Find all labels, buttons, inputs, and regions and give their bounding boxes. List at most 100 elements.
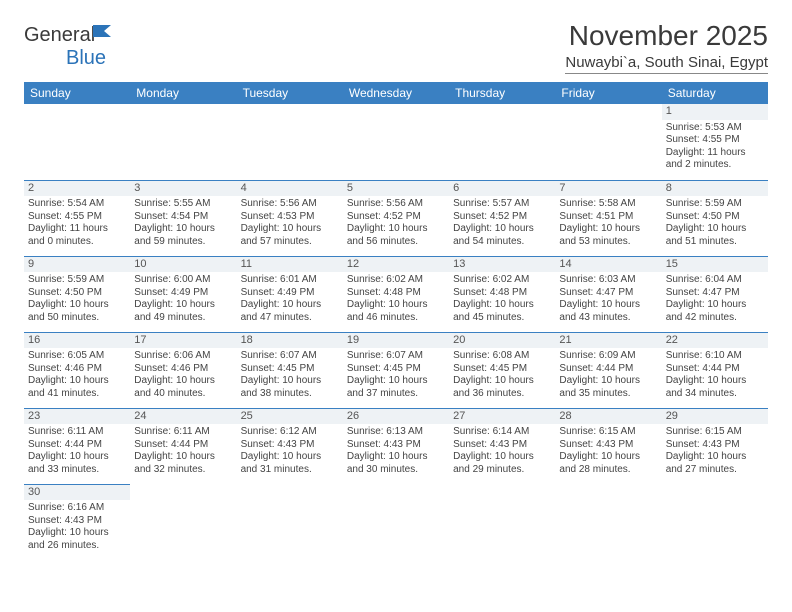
calendar-day-cell: 23Sunrise: 6:11 AMSunset: 4:44 PMDayligh…: [24, 408, 130, 484]
day-info-line: Daylight: 10 hours: [559, 451, 657, 464]
day-info-line: Sunrise: 6:15 AM: [666, 426, 764, 439]
day-number: 7: [555, 181, 661, 197]
day-info-line: Daylight: 10 hours: [347, 299, 445, 312]
day-number: 6: [449, 181, 555, 197]
day-info-line: Sunrise: 5:59 AM: [666, 198, 764, 211]
day-number: 12: [343, 257, 449, 273]
calendar-day-cell: 27Sunrise: 6:14 AMSunset: 4:43 PMDayligh…: [449, 408, 555, 484]
day-info-line: Sunset: 4:43 PM: [666, 439, 764, 452]
day-info-line: Daylight: 10 hours: [453, 299, 551, 312]
title-block: November 2025 Nuwaybi`a, South Sinai, Eg…: [565, 20, 768, 74]
calendar-day-cell: [449, 104, 555, 180]
day-info-line: and 2 minutes.: [666, 159, 764, 172]
day-number: 10: [130, 257, 236, 273]
day-info-line: Daylight: 10 hours: [347, 451, 445, 464]
weekday-header: Monday: [130, 82, 236, 104]
day-info-line: and 32 minutes.: [134, 464, 232, 477]
day-info-line: Sunset: 4:54 PM: [134, 211, 232, 224]
day-number: 8: [662, 181, 768, 197]
weekday-header: Sunday: [24, 82, 130, 104]
day-info-line: Sunrise: 5:55 AM: [134, 198, 232, 211]
day-info-line: Daylight: 10 hours: [559, 375, 657, 388]
day-number: 25: [237, 409, 343, 425]
day-number: 26: [343, 409, 449, 425]
calendar-week-row: 23Sunrise: 6:11 AMSunset: 4:44 PMDayligh…: [24, 408, 768, 484]
day-info-line: and 57 minutes.: [241, 236, 339, 249]
day-info-line: Sunrise: 5:54 AM: [28, 198, 126, 211]
day-info-line: and 30 minutes.: [347, 464, 445, 477]
day-info-line: Sunrise: 6:07 AM: [241, 350, 339, 363]
day-info-line: Sunset: 4:43 PM: [241, 439, 339, 452]
day-info-line: and 33 minutes.: [28, 464, 126, 477]
calendar-day-cell: 18Sunrise: 6:07 AMSunset: 4:45 PMDayligh…: [237, 332, 343, 408]
day-number: 22: [662, 333, 768, 349]
calendar-day-cell: 3Sunrise: 5:55 AMSunset: 4:54 PMDaylight…: [130, 180, 236, 256]
day-info-line: Daylight: 10 hours: [241, 299, 339, 312]
calendar-day-cell: 15Sunrise: 6:04 AMSunset: 4:47 PMDayligh…: [662, 256, 768, 332]
day-info-line: and 28 minutes.: [559, 464, 657, 477]
calendar-day-cell: 21Sunrise: 6:09 AMSunset: 4:44 PMDayligh…: [555, 332, 661, 408]
day-number: 16: [24, 333, 130, 349]
day-info-line: Sunrise: 6:16 AM: [28, 502, 126, 515]
day-number: 13: [449, 257, 555, 273]
calendar-table: SundayMondayTuesdayWednesdayThursdayFrid…: [24, 82, 768, 560]
calendar-day-cell: 8Sunrise: 5:59 AMSunset: 4:50 PMDaylight…: [662, 180, 768, 256]
day-info-line: Sunset: 4:46 PM: [134, 363, 232, 376]
calendar-day-cell: 4Sunrise: 5:56 AMSunset: 4:53 PMDaylight…: [237, 180, 343, 256]
logo-text: General Blue: [24, 24, 115, 70]
day-info-line: Daylight: 10 hours: [134, 375, 232, 388]
day-info-line: Daylight: 11 hours: [666, 147, 764, 160]
day-info-line: Sunset: 4:49 PM: [134, 287, 232, 300]
calendar-day-cell: 6Sunrise: 5:57 AMSunset: 4:52 PMDaylight…: [449, 180, 555, 256]
day-info-line: Sunset: 4:49 PM: [241, 287, 339, 300]
day-info-line: and 35 minutes.: [559, 388, 657, 401]
day-info-line: Sunrise: 6:09 AM: [559, 350, 657, 363]
day-info-line: Sunrise: 6:00 AM: [134, 274, 232, 287]
day-info-line: Sunset: 4:45 PM: [241, 363, 339, 376]
day-info-line: Sunset: 4:44 PM: [559, 363, 657, 376]
calendar-day-cell: [130, 104, 236, 180]
flag-icon: [93, 22, 115, 45]
calendar-day-cell: 9Sunrise: 5:59 AMSunset: 4:50 PMDaylight…: [24, 256, 130, 332]
day-info-line: Sunset: 4:43 PM: [453, 439, 551, 452]
day-info-line: and 47 minutes.: [241, 312, 339, 325]
day-info-line: and 54 minutes.: [453, 236, 551, 249]
day-info-line: Daylight: 10 hours: [347, 223, 445, 236]
calendar-day-cell: 14Sunrise: 6:03 AMSunset: 4:47 PMDayligh…: [555, 256, 661, 332]
day-info-line: Daylight: 10 hours: [559, 299, 657, 312]
weekday-header: Wednesday: [343, 82, 449, 104]
calendar-day-cell: 7Sunrise: 5:58 AMSunset: 4:51 PMDaylight…: [555, 180, 661, 256]
calendar-day-cell: [343, 104, 449, 180]
day-info-line: Sunrise: 6:11 AM: [28, 426, 126, 439]
day-number: 30: [24, 485, 130, 501]
day-info-line: Sunset: 4:52 PM: [453, 211, 551, 224]
weekday-header: Saturday: [662, 82, 768, 104]
day-info-line: Daylight: 10 hours: [453, 451, 551, 464]
day-info-line: and 42 minutes.: [666, 312, 764, 325]
location: Nuwaybi`a, South Sinai, Egypt: [565, 54, 768, 74]
day-info-line: Daylight: 10 hours: [28, 299, 126, 312]
calendar-day-cell: 11Sunrise: 6:01 AMSunset: 4:49 PMDayligh…: [237, 256, 343, 332]
day-info-line: Sunrise: 6:07 AM: [347, 350, 445, 363]
day-info-line: Sunrise: 6:11 AM: [134, 426, 232, 439]
day-info-line: and 51 minutes.: [666, 236, 764, 249]
day-info-line: and 43 minutes.: [559, 312, 657, 325]
day-number: 24: [130, 409, 236, 425]
day-info-line: and 45 minutes.: [453, 312, 551, 325]
day-info-line: Daylight: 10 hours: [28, 527, 126, 540]
calendar-day-cell: [449, 484, 555, 560]
calendar-week-row: 16Sunrise: 6:05 AMSunset: 4:46 PMDayligh…: [24, 332, 768, 408]
day-info-line: Sunrise: 6:05 AM: [28, 350, 126, 363]
header: General Blue November 2025 Nuwaybi`a, So…: [24, 20, 768, 74]
day-info-line: Daylight: 10 hours: [666, 299, 764, 312]
day-info-line: Daylight: 10 hours: [666, 375, 764, 388]
day-info-line: Sunrise: 5:53 AM: [666, 122, 764, 135]
day-info-line: Sunset: 4:44 PM: [28, 439, 126, 452]
day-number: 15: [662, 257, 768, 273]
day-info-line: Sunset: 4:43 PM: [347, 439, 445, 452]
calendar-day-cell: 29Sunrise: 6:15 AMSunset: 4:43 PMDayligh…: [662, 408, 768, 484]
calendar-day-cell: [555, 104, 661, 180]
day-info-line: Sunrise: 6:12 AM: [241, 426, 339, 439]
day-info-line: Sunrise: 5:57 AM: [453, 198, 551, 211]
day-info-line: Sunrise: 6:04 AM: [666, 274, 764, 287]
